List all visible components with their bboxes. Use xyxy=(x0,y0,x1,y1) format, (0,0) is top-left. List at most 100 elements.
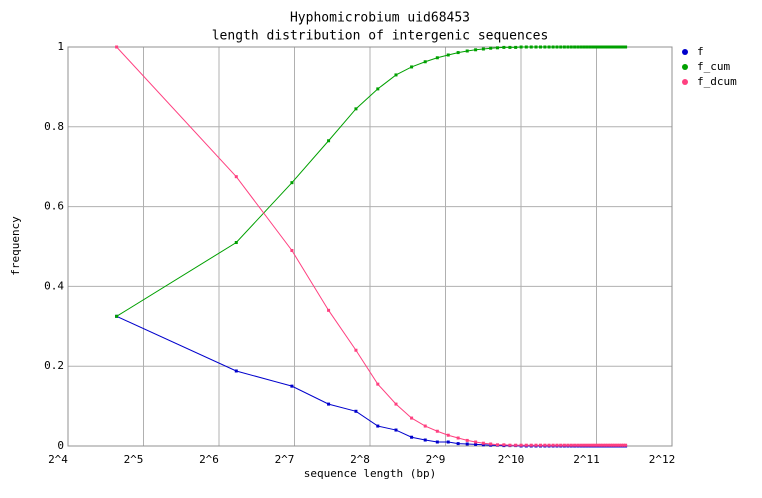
data-point xyxy=(599,45,603,49)
data-point xyxy=(519,45,523,49)
data-point xyxy=(446,440,450,444)
data-point xyxy=(551,443,555,447)
data-point xyxy=(410,65,414,69)
data-point xyxy=(611,45,615,49)
data-point xyxy=(354,348,358,352)
x-tick-label: 2^8 xyxy=(350,453,370,466)
data-point xyxy=(593,45,597,49)
data-point xyxy=(551,45,555,49)
data-point xyxy=(606,443,610,447)
data-point xyxy=(489,46,493,50)
data-point xyxy=(446,433,450,437)
data-point xyxy=(290,384,294,388)
data-point xyxy=(456,436,460,440)
data-point xyxy=(573,45,577,49)
data-point xyxy=(569,443,573,447)
data-point xyxy=(529,443,533,447)
data-point xyxy=(624,45,628,49)
data-point xyxy=(617,45,621,49)
data-point xyxy=(615,443,619,447)
data-point xyxy=(524,443,528,447)
legend-label: f_cum xyxy=(697,60,730,73)
data-point xyxy=(376,382,380,386)
data-point xyxy=(601,443,605,447)
data-point xyxy=(354,409,358,413)
data-point xyxy=(327,139,331,143)
data-point xyxy=(435,429,439,433)
data-point xyxy=(601,45,605,49)
data-point xyxy=(115,314,119,318)
data-point xyxy=(615,45,619,49)
data-point xyxy=(573,443,577,447)
data-point xyxy=(547,45,551,49)
data-point xyxy=(465,442,469,446)
chart-subtitle: length distribution of intergenic sequen… xyxy=(212,29,549,44)
data-point xyxy=(410,416,414,420)
data-point xyxy=(519,443,523,447)
y-tick-label: 0.2 xyxy=(44,359,64,372)
data-point xyxy=(617,443,621,447)
data-point xyxy=(562,443,566,447)
data-point xyxy=(474,48,478,52)
data-point xyxy=(524,45,528,49)
data-point xyxy=(423,438,427,442)
data-point xyxy=(534,45,538,49)
data-point xyxy=(394,402,398,406)
data-point xyxy=(559,45,563,49)
data-point xyxy=(529,45,533,49)
data-point xyxy=(576,443,580,447)
data-point xyxy=(465,49,469,53)
data-point xyxy=(555,443,559,447)
data-point xyxy=(547,443,551,447)
data-point xyxy=(495,443,499,447)
data-point xyxy=(474,442,478,446)
data-point xyxy=(495,46,499,50)
x-tick-label: 2^6 xyxy=(199,453,219,466)
data-point xyxy=(604,45,608,49)
data-point xyxy=(622,443,626,447)
data-point xyxy=(481,47,485,51)
data-point xyxy=(596,443,600,447)
data-point xyxy=(508,443,512,447)
y-axis-label: frequency xyxy=(9,216,22,276)
x-tick-label: 2^10 xyxy=(498,453,525,466)
data-point xyxy=(465,438,469,442)
data-point xyxy=(456,51,460,55)
y-tick-label: 0.4 xyxy=(44,279,64,292)
y-tick-label: 0 xyxy=(57,439,64,452)
data-point xyxy=(394,428,398,432)
data-point xyxy=(234,241,238,245)
data-point xyxy=(585,443,589,447)
data-point xyxy=(579,45,583,49)
data-point xyxy=(608,443,612,447)
data-point xyxy=(502,45,506,49)
data-point xyxy=(539,45,543,49)
data-point xyxy=(622,45,626,49)
data-point xyxy=(619,443,623,447)
data-point xyxy=(376,87,380,91)
data-point xyxy=(539,443,543,447)
data-point xyxy=(624,443,628,447)
data-point xyxy=(582,443,586,447)
data-point xyxy=(606,45,610,49)
data-point xyxy=(423,60,427,64)
data-point xyxy=(234,175,238,179)
data-point xyxy=(579,443,583,447)
data-point xyxy=(435,56,439,60)
data-point xyxy=(588,45,592,49)
y-tick-label: 0.6 xyxy=(44,200,64,213)
data-point xyxy=(502,443,506,447)
data-point xyxy=(611,443,615,447)
data-point xyxy=(599,443,603,447)
data-point xyxy=(559,443,563,447)
data-point xyxy=(582,45,586,49)
x-axis-label: sequence length (bp) xyxy=(304,467,436,480)
data-point xyxy=(410,435,414,439)
data-point xyxy=(481,441,485,445)
legend-label: f_dcum xyxy=(697,75,737,88)
data-point xyxy=(290,181,294,185)
data-point xyxy=(514,443,518,447)
data-point xyxy=(481,443,485,447)
data-point xyxy=(290,248,294,252)
